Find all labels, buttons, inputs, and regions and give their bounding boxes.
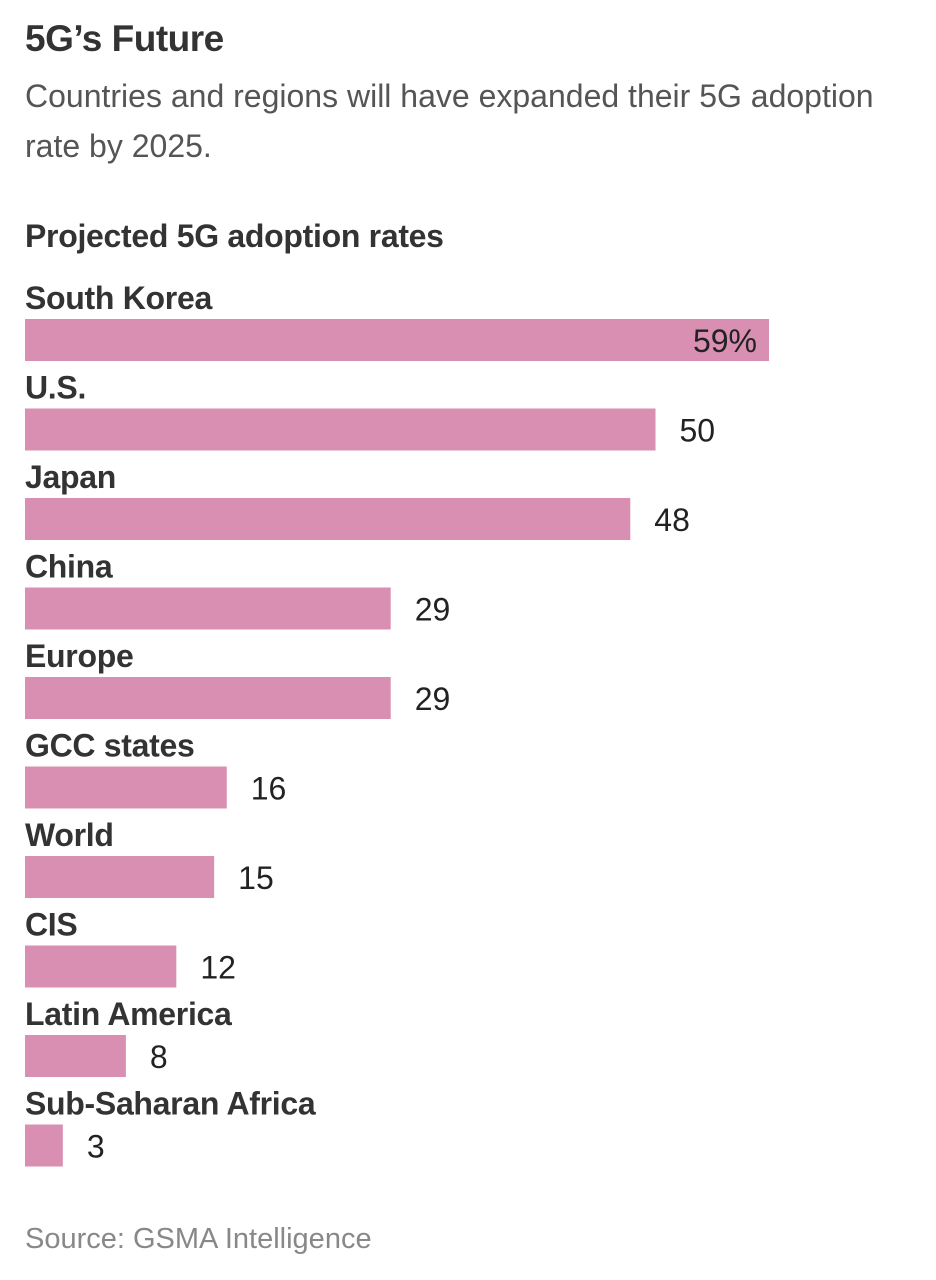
value-label-south-korea: 59% bbox=[693, 323, 757, 359]
value-label-world: 15 bbox=[238, 860, 274, 896]
value-label-europe: 29 bbox=[415, 681, 451, 717]
chart-heading: Projected 5G adoption rates bbox=[25, 218, 444, 254]
bar-japan bbox=[25, 498, 631, 540]
source-note: Source: GSMA Intelligence bbox=[25, 1223, 372, 1255]
value-label-u-s: 50 bbox=[680, 413, 716, 449]
bar-latin-america bbox=[25, 1035, 126, 1077]
category-label-cis: CIS bbox=[25, 907, 77, 943]
value-label-japan: 48 bbox=[654, 502, 690, 538]
bar-world bbox=[25, 856, 215, 898]
value-label-latin-america: 8 bbox=[150, 1039, 168, 1075]
category-label-u-s: U.S. bbox=[25, 370, 86, 406]
value-label-sub-saharan-africa: 3 bbox=[87, 1129, 105, 1165]
category-label-sub-saharan-africa: Sub-Saharan Africa bbox=[25, 1086, 316, 1122]
bar-gcc-states bbox=[25, 766, 227, 809]
chart-title: 5G’s Future bbox=[25, 18, 224, 59]
category-label-south-korea: South Korea bbox=[25, 280, 212, 316]
value-label-china: 29 bbox=[415, 592, 451, 628]
chart-subtitle: Countries and regions will have expanded… bbox=[25, 78, 874, 164]
bar-china bbox=[25, 587, 391, 630]
value-label-cis: 12 bbox=[200, 950, 236, 986]
category-label-latin-america: Latin America bbox=[25, 996, 232, 1032]
category-label-japan: Japan bbox=[25, 459, 116, 495]
category-label-gcc-states: GCC states bbox=[25, 728, 195, 764]
category-label-europe: Europe bbox=[25, 638, 133, 674]
category-label-china: China bbox=[25, 549, 113, 585]
value-label-gcc-states: 16 bbox=[251, 771, 287, 807]
bar-europe bbox=[25, 677, 391, 719]
bar-u-s bbox=[25, 408, 656, 451]
bar-sub-saharan-africa bbox=[25, 1124, 63, 1167]
bar-south-korea bbox=[25, 319, 769, 361]
bar-cis bbox=[25, 945, 177, 988]
category-label-world: World bbox=[25, 817, 114, 853]
